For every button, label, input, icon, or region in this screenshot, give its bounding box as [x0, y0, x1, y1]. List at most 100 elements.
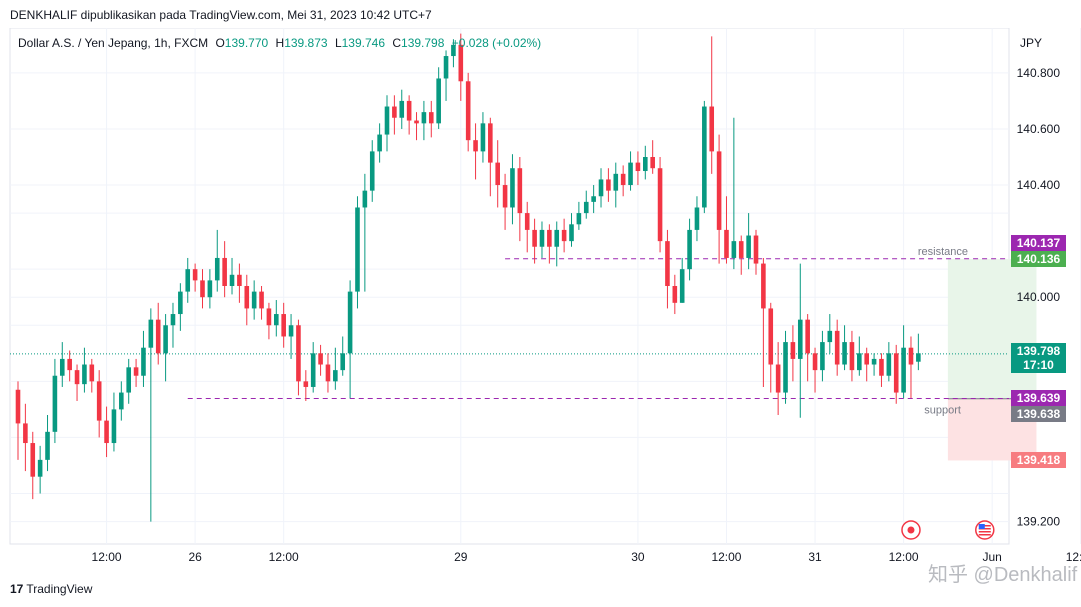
candle-body: [89, 364, 95, 382]
candle-body: [849, 342, 855, 371]
resistance-price-tag: 140.137: [1011, 234, 1066, 251]
candle: [222, 241, 227, 298]
candle-body: [333, 370, 338, 382]
candle: [488, 117, 493, 197]
candle-body: [709, 106, 715, 152]
candle: [901, 325, 906, 399]
candle-body: [399, 100, 405, 118]
candle-body: [347, 291, 353, 354]
candle: [768, 302, 774, 393]
event-dot: [907, 526, 915, 534]
candle: [207, 269, 213, 309]
event-markers[interactable]: [901, 520, 995, 540]
candle-body: [746, 235, 751, 258]
profit-zone: [947, 259, 1037, 399]
candle-body: [392, 106, 397, 118]
candle-body: [369, 151, 375, 191]
candle: [163, 314, 168, 382]
candle: [879, 353, 884, 387]
candle: [185, 257, 191, 303]
candle-body: [524, 213, 530, 230]
candle: [421, 100, 427, 141]
candle-body: [222, 257, 227, 286]
x-tick-label: 26: [188, 550, 202, 564]
candle: [303, 370, 309, 401]
symbol-name[interactable]: Dollar A.S. / Yen Jepang, 1h, FXCM: [18, 36, 209, 50]
candle: [864, 347, 869, 382]
y-tick-label: 140.000: [1017, 290, 1061, 304]
candle: [849, 330, 855, 382]
candle: [753, 229, 759, 275]
candle: [288, 314, 294, 359]
candle-body: [443, 56, 449, 79]
support-label: support: [924, 404, 961, 416]
candle-body: [37, 459, 43, 477]
economic-event-icon: [901, 520, 921, 540]
axis-labels: 140.800 140.600 140.400 140.000 139.200 12:00…: [92, 66, 1081, 564]
candle: [89, 358, 95, 393]
candle: [620, 165, 626, 197]
candle: [805, 314, 810, 382]
candle: [119, 381, 124, 421]
x-tick-label: 31: [808, 550, 822, 564]
candle-body: [414, 120, 419, 124]
candle-body: [200, 280, 205, 298]
x-tick-label: 30: [631, 550, 645, 564]
candle-body: [318, 353, 323, 365]
candle-body: [650, 157, 655, 169]
candle-body: [583, 201, 589, 214]
candle: [524, 201, 530, 253]
x-tick-label: Jun: [982, 550, 1001, 564]
candle-body: [495, 162, 500, 186]
candle-body: [133, 367, 139, 376]
candle: [797, 263, 803, 418]
candle: [775, 342, 781, 415]
candle-body: [244, 286, 250, 309]
flag-canton: [978, 524, 985, 529]
candle-body: [45, 431, 50, 460]
candle-body: [266, 308, 272, 326]
candle: [251, 280, 257, 320]
candle: [628, 151, 633, 191]
candle: [738, 235, 744, 275]
candle: [731, 117, 737, 270]
tradingview-logo[interactable]: 17 TradingView: [10, 582, 92, 596]
y-tick-label: 140.400: [1017, 178, 1061, 192]
candle: [687, 218, 692, 281]
candle-body: [687, 229, 692, 270]
change-value: +0.028 (+0.02%): [451, 36, 542, 50]
candle: [820, 330, 825, 382]
candle: [657, 157, 663, 253]
close-label: C: [392, 36, 402, 50]
candle: [428, 100, 434, 138]
candle-body: [488, 123, 493, 163]
candle: [842, 325, 847, 371]
candle-body: [281, 314, 286, 337]
candle-body: [591, 196, 596, 202]
candle: [886, 342, 892, 382]
last-price-value: 139.798: [1016, 344, 1061, 359]
us-flag-icon: [975, 520, 995, 540]
candle: [561, 218, 567, 253]
candle-body: [451, 44, 456, 57]
candle: [643, 145, 648, 180]
candle-body: [569, 224, 574, 242]
currency-label: JPY: [1020, 36, 1043, 50]
candle: [355, 196, 360, 309]
candle: [52, 358, 58, 444]
publication-info: DENKHALIF dipublikasikan pada TradingVie…: [10, 8, 432, 22]
bar-countdown: 17:10: [1023, 358, 1054, 373]
footer: [0, 572, 1081, 607]
open-value: 139.770: [224, 36, 269, 50]
candle-body: [554, 229, 560, 247]
candle-body: [805, 319, 810, 354]
candle-body: [724, 229, 729, 258]
candle: [200, 269, 205, 309]
candle: [554, 221, 560, 267]
candle: [635, 151, 641, 186]
candle-body: [672, 286, 678, 303]
candle: [310, 342, 316, 393]
candle: [702, 100, 707, 214]
candle-body: [871, 358, 877, 365]
